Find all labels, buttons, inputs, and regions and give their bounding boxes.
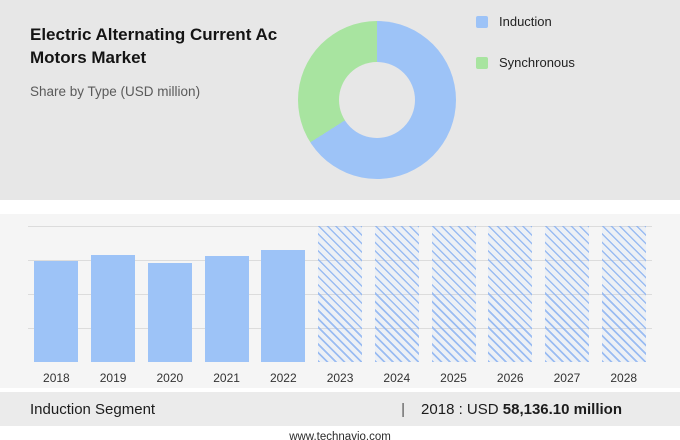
x-axis: 2018 2019 2020 2021 2022 2023 2024 2025 2026 2027… (28, 371, 652, 385)
bar-column (539, 226, 596, 362)
legend-item: Induction (476, 14, 575, 29)
history-bar (261, 250, 306, 362)
bar-column (28, 226, 85, 362)
bar-column (141, 226, 198, 362)
forecast-bar (431, 226, 476, 362)
caption-bar: Induction Segment | 2018 : USD 58,136.10… (0, 392, 680, 426)
bar-column (595, 226, 652, 362)
bar-column (482, 226, 539, 362)
page-title: Electric Alternating Current Ac Motors M… (30, 25, 278, 67)
legend-swatch-icon (476, 56, 488, 69)
x-axis-label: 2026 (496, 371, 524, 385)
footer: www.technavio.com (0, 426, 680, 440)
chart-legend: Induction Synchronous (476, 14, 575, 96)
x-axis-label: 2027 (553, 371, 581, 385)
history-bar (34, 261, 79, 362)
header-panel: Electric Alternating Current Ac Motors M… (0, 0, 680, 200)
bar-chart-panel: 2018 2019 2020 2021 2022 2023 2024 2025 2026 2027… (0, 214, 680, 388)
bar-column (85, 226, 142, 362)
x-axis-label: 2024 (383, 371, 411, 385)
caption-value: 2018 : USD 58,136.10 million (421, 401, 622, 418)
caption-value-bold: 58,136.10 million (502, 400, 622, 418)
history-bar (147, 262, 192, 362)
bar-chart-plot (28, 226, 652, 362)
x-axis-label: 2025 (440, 371, 467, 385)
x-axis-label: 2019 (99, 371, 127, 385)
x-axis-label: 2021 (213, 371, 240, 385)
x-axis-label: 2018 (43, 371, 70, 385)
panel-divider (0, 200, 680, 214)
page-subtitle: Share by Type (USD million) (30, 83, 201, 99)
bar-series (28, 226, 652, 362)
forecast-bar (488, 226, 533, 362)
legend-label: Synchronous (499, 55, 575, 70)
bar-column (312, 226, 369, 362)
x-axis-label: 2028 (610, 371, 638, 385)
caption-year-prefix: 2018 : USD (421, 400, 503, 418)
panel-divider (0, 388, 680, 392)
bar-column (368, 226, 425, 362)
bar-column (255, 226, 312, 362)
forecast-bar (544, 226, 589, 362)
donut-chart (298, 21, 456, 179)
forecast-bar (374, 226, 419, 362)
footer-url[interactable]: www.technavio.com (289, 431, 391, 440)
history-bar (91, 254, 136, 362)
bar-column (198, 226, 255, 362)
title-block: Electric Alternating Current Ac Motors M… (30, 24, 290, 99)
forecast-bar (318, 226, 363, 362)
caption-separator: | (401, 400, 406, 418)
bar-column (425, 226, 482, 362)
forecast-bar (601, 226, 646, 362)
donut-hole (339, 62, 415, 138)
segment-label: Induction Segment (30, 400, 156, 418)
x-axis-label: 2023 (326, 371, 354, 385)
history-bar (204, 255, 249, 362)
x-axis-label: 2020 (156, 371, 184, 385)
x-axis-label: 2022 (269, 371, 297, 385)
legend-swatch-icon (476, 15, 488, 28)
legend-label: Induction (499, 14, 552, 29)
legend-item: Synchronous (476, 55, 575, 70)
